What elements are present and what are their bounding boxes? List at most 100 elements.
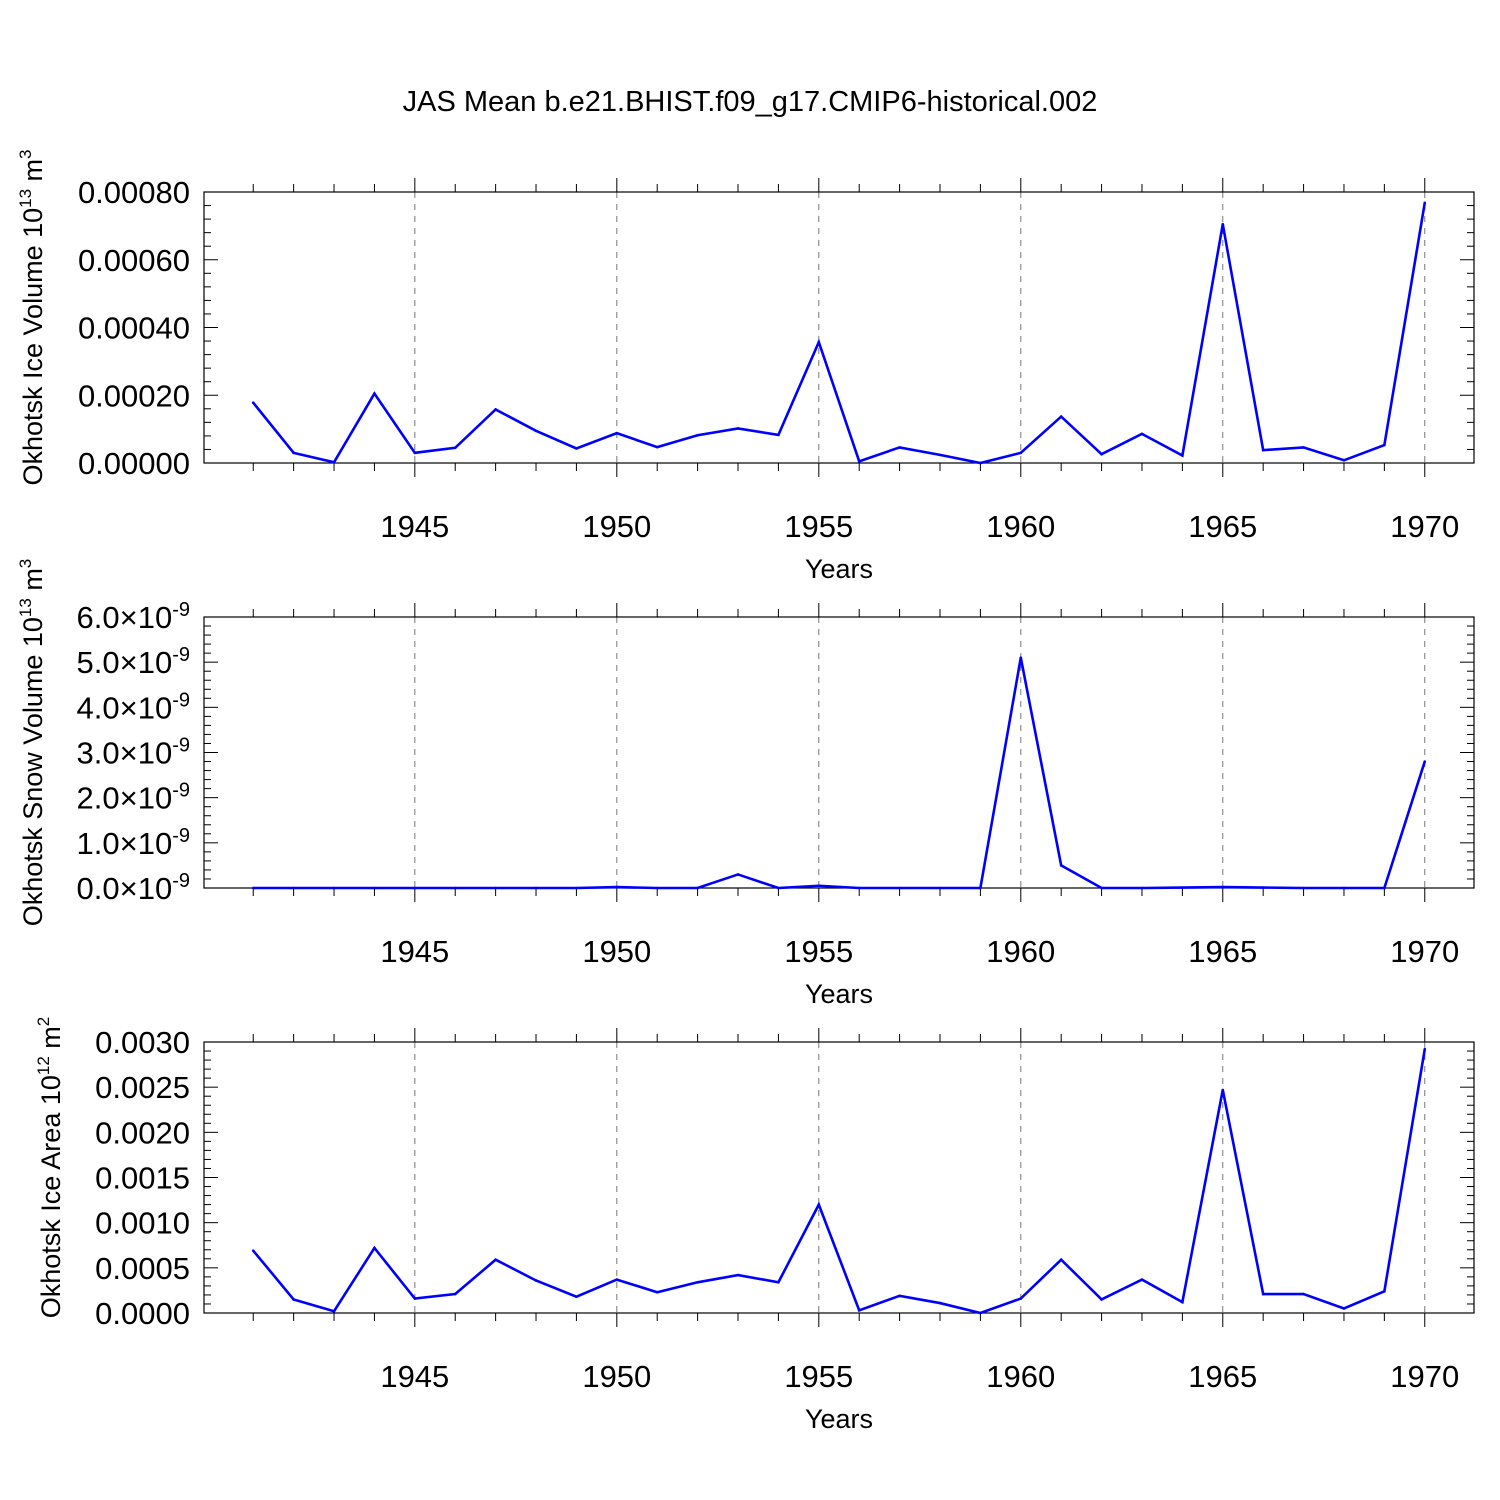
x-tick-label: 1965 (1188, 509, 1257, 544)
data-point (534, 886, 538, 890)
y-tick-label: 3.0×10-9 (77, 735, 191, 771)
data-point (696, 433, 699, 437)
data-point (1383, 443, 1386, 447)
data-point (1181, 454, 1184, 457)
data-point (1261, 448, 1265, 452)
x-tick-label: 1945 (380, 934, 449, 969)
data-point (1221, 222, 1225, 226)
x-axis-title: Years (805, 1404, 873, 1434)
data-point (1423, 201, 1427, 205)
y-tick-label: 0.0015 (95, 1161, 190, 1196)
y-tick-label: 0.00040 (78, 311, 190, 346)
data-point (292, 886, 295, 890)
data-point (898, 446, 901, 449)
data-point (615, 1278, 619, 1281)
data-point (494, 886, 497, 890)
data-point (575, 1295, 578, 1299)
x-tick-label: 1965 (1188, 1359, 1257, 1394)
data-point (655, 1290, 659, 1294)
x-tick-label: 1950 (582, 509, 651, 544)
y-tick-label: 0.0030 (95, 1025, 190, 1060)
data-point (857, 1308, 861, 1312)
chart-title: JAS Mean b.e21.BHIST.f09_g17.CMIP6-histo… (402, 86, 1098, 118)
data-point (332, 1309, 336, 1313)
data-point (494, 408, 497, 411)
panel-snow-volume: 0.0×10-9 1.0×10-9 2.0×10-9 3.0×10-9 4.0×10-9… (16, 559, 1475, 1009)
data-point (817, 884, 821, 888)
data-point (736, 873, 740, 876)
x-tick-label: 1970 (1390, 934, 1459, 969)
data-point (1423, 1047, 1427, 1051)
y-tick-label: 0.00060 (78, 243, 190, 278)
data-point (534, 1279, 538, 1282)
x-tick-label: 1960 (986, 509, 1055, 544)
data-point (1100, 452, 1103, 456)
series-line (252, 202, 1427, 465)
data-point (1059, 1258, 1063, 1262)
y-tick-label: 0.0005 (95, 1251, 190, 1286)
data-point (575, 447, 578, 450)
y-tick-label: 0.00000 (78, 446, 190, 481)
data-point (1383, 886, 1386, 890)
data-point (534, 429, 538, 433)
x-tick-label: 1970 (1390, 509, 1459, 544)
data-point (777, 886, 780, 890)
data-point (615, 885, 619, 889)
y-axis-title: Okhotsk Ice Area 1012 m2 (34, 1017, 66, 1319)
plot-frame (203, 616, 1475, 889)
x-tick-label: 1960 (986, 934, 1055, 969)
y-axis-title: Okhotsk Ice Volume 1013 m3 (16, 149, 48, 485)
data-point (1100, 886, 1103, 890)
data-point (1342, 458, 1346, 462)
data-point (1261, 886, 1265, 889)
data-point (736, 427, 740, 430)
data-point (777, 1280, 780, 1284)
data-point (1302, 886, 1305, 890)
y-tick-label: 4.0×10-9 (77, 689, 191, 725)
data-point (979, 886, 982, 890)
data-point (1221, 1088, 1225, 1092)
x-tick-label: 1960 (986, 1359, 1055, 1394)
x-tick-label: 1950 (582, 1359, 651, 1394)
y-tick-label: 0.00020 (78, 378, 190, 413)
data-point (898, 886, 901, 890)
x-tick-label: 1955 (784, 934, 853, 969)
x-tick-label: 1955 (784, 1359, 853, 1394)
data-point (898, 1294, 901, 1298)
data-point (494, 1258, 497, 1262)
data-point (453, 886, 457, 890)
data-point (857, 886, 861, 890)
data-point (332, 461, 336, 464)
data-point (1019, 451, 1023, 455)
x-tick-label: 1950 (582, 934, 651, 969)
data-point (1181, 1300, 1184, 1304)
y-tick-label: 0.00080 (78, 175, 190, 210)
x-axis-title: Years (805, 979, 873, 1009)
data-point (413, 1297, 417, 1300)
data-point (1342, 1307, 1346, 1310)
data-point (857, 460, 861, 463)
data-point (413, 451, 417, 455)
data-point (1019, 656, 1023, 659)
y-tick-label: 5.0×10-9 (77, 644, 191, 680)
data-point (292, 1298, 295, 1301)
data-point (938, 453, 942, 457)
panel-ice-area: 0.0000 0.0005 0.0010 0.0015 0.0020 0.0025 0.00… (34, 1017, 1475, 1434)
panel-ice-volume: 0.00000 0.00020 0.00040 0.00060 0.00080 1945 1… (16, 149, 1475, 584)
data-point (332, 886, 336, 890)
y-tick-label: 0.0020 (95, 1115, 190, 1150)
data-point (251, 1249, 255, 1252)
data-point (655, 886, 659, 890)
data-point (373, 886, 376, 890)
data-point (1261, 1292, 1265, 1296)
data-point (292, 451, 295, 455)
x-tick-label: 1945 (380, 1359, 449, 1394)
data-point (575, 886, 578, 890)
data-point (938, 1301, 942, 1305)
data-point (373, 1246, 376, 1250)
data-point (817, 1203, 821, 1206)
y-tick-label: 0.0010 (95, 1206, 190, 1241)
data-point (979, 1311, 982, 1315)
data-point (413, 886, 417, 890)
